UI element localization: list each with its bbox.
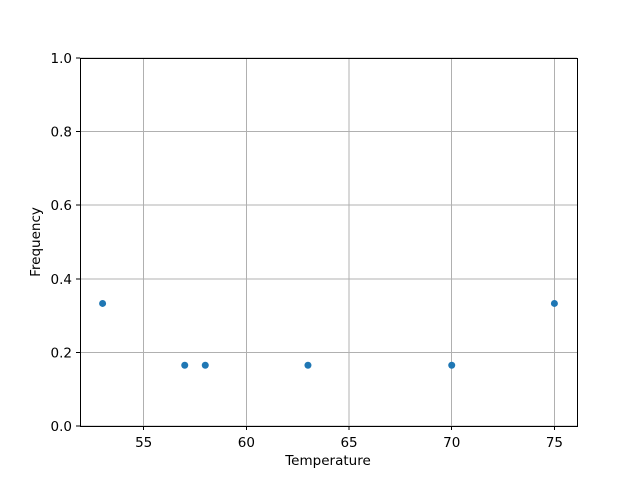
data-point bbox=[181, 361, 189, 369]
y-tick-label: 0.6 bbox=[51, 198, 72, 214]
data-point bbox=[99, 299, 107, 307]
data-point bbox=[550, 299, 558, 307]
data-points-layer bbox=[99, 299, 558, 369]
x-axis-label: Temperature bbox=[284, 453, 371, 469]
x-tick-label: 70 bbox=[443, 435, 460, 451]
ticks-layer: 55 60 65 70 75 0.0 0.2 0.4 0.6 0.8 1.0 bbox=[51, 51, 563, 451]
data-point bbox=[448, 361, 456, 369]
grid-layer bbox=[80, 57, 577, 427]
y-tick-label: 0.4 bbox=[51, 272, 72, 288]
plot-frame bbox=[80, 58, 578, 427]
y-tick-label: 0.0 bbox=[51, 419, 72, 435]
data-point bbox=[201, 361, 209, 369]
y-axis-label: Frequency bbox=[28, 207, 44, 277]
y-tick-label: 0.8 bbox=[51, 125, 72, 141]
y-tick-label: 1.0 bbox=[51, 51, 72, 67]
y-tick-label: 0.2 bbox=[51, 345, 72, 361]
data-point bbox=[304, 361, 312, 369]
x-tick-label: 60 bbox=[238, 435, 255, 451]
x-tick-label: 75 bbox=[546, 435, 563, 451]
x-tick-label: 65 bbox=[340, 435, 357, 451]
x-tick-label: 55 bbox=[135, 435, 152, 451]
